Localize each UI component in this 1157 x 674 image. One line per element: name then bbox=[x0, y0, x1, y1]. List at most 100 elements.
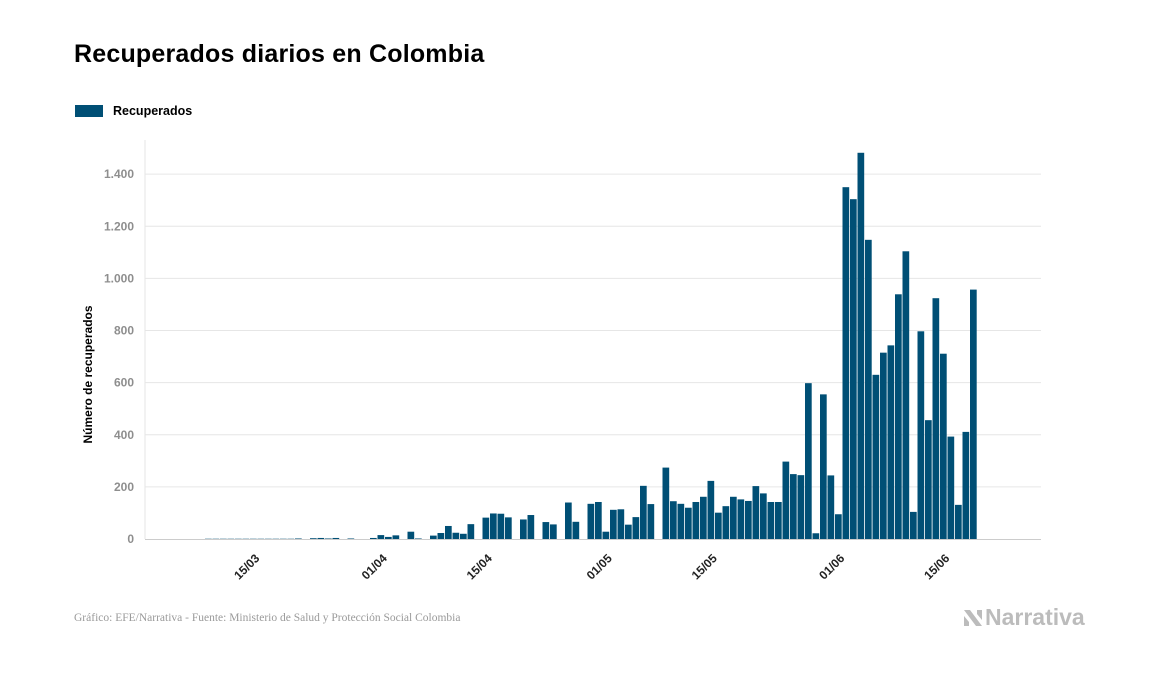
bar bbox=[430, 535, 437, 539]
bar bbox=[857, 152, 865, 540]
bar bbox=[940, 353, 947, 539]
bar bbox=[835, 514, 842, 539]
bar bbox=[310, 538, 317, 540]
bar bbox=[347, 538, 355, 540]
bar bbox=[722, 506, 730, 539]
bar bbox=[550, 524, 557, 539]
y-tick-label: 200 bbox=[114, 480, 134, 494]
bar bbox=[902, 251, 910, 540]
bar bbox=[617, 509, 625, 539]
bar bbox=[482, 517, 490, 539]
y-tick-label: 600 bbox=[114, 376, 134, 390]
bar bbox=[565, 502, 572, 539]
source-credit: Gráfico: EFE/Narrativa - Fuente: Ministe… bbox=[74, 612, 461, 624]
brand-name: Narrativa bbox=[985, 604, 1085, 630]
bar bbox=[790, 474, 797, 539]
bar bbox=[775, 501, 782, 539]
bar bbox=[445, 525, 452, 539]
y-tick-label: 1.400 bbox=[104, 167, 134, 181]
y-tick-label: 400 bbox=[114, 428, 134, 442]
bar bbox=[460, 533, 467, 539]
bar bbox=[947, 436, 955, 539]
bar bbox=[782, 461, 790, 539]
bar bbox=[865, 239, 872, 539]
bar bbox=[377, 535, 385, 539]
bar bbox=[850, 199, 857, 540]
bar bbox=[415, 538, 422, 540]
bar bbox=[572, 521, 580, 539]
bar bbox=[812, 533, 820, 539]
bar bbox=[317, 537, 325, 539]
bar bbox=[917, 331, 925, 539]
chart-title: Recuperados diarios en Colombia bbox=[74, 40, 485, 68]
bar bbox=[452, 532, 460, 539]
bar bbox=[842, 187, 850, 539]
bar bbox=[610, 509, 617, 539]
bar bbox=[760, 493, 767, 539]
bar bbox=[385, 536, 392, 539]
bar bbox=[707, 480, 715, 539]
bar bbox=[737, 499, 745, 539]
x-tick-label: 15/03 bbox=[231, 551, 262, 582]
x-tick-label: 15/05 bbox=[689, 551, 720, 582]
bar bbox=[595, 501, 602, 539]
bar bbox=[880, 352, 887, 539]
bar bbox=[392, 535, 400, 539]
bar bbox=[895, 294, 902, 539]
x-tick-label: 01/06 bbox=[816, 551, 847, 582]
bar bbox=[407, 531, 415, 539]
bar bbox=[925, 420, 932, 539]
y-tick-label: 1.200 bbox=[104, 219, 134, 233]
bar bbox=[587, 503, 595, 539]
bar bbox=[962, 431, 970, 539]
bar bbox=[325, 538, 332, 540]
y-tick-label: 0 bbox=[127, 532, 134, 546]
bar bbox=[872, 374, 880, 539]
bar bbox=[490, 513, 497, 539]
bar bbox=[955, 504, 962, 539]
bar bbox=[820, 394, 827, 539]
legend: Recuperados bbox=[75, 104, 192, 118]
bar bbox=[370, 537, 377, 539]
bar bbox=[602, 531, 610, 539]
bar bbox=[542, 522, 550, 539]
bar bbox=[295, 538, 302, 540]
bar bbox=[437, 533, 445, 539]
bar bbox=[467, 524, 475, 539]
x-tick-label: 15/04 bbox=[464, 551, 495, 582]
bar bbox=[715, 512, 722, 539]
y-tick-label: 1.000 bbox=[104, 271, 134, 285]
x-tick-label: 15/06 bbox=[921, 551, 952, 582]
brand-logo: Narrativa bbox=[963, 604, 1085, 631]
bar bbox=[527, 515, 535, 539]
y-tick-label: 800 bbox=[114, 324, 134, 338]
bar bbox=[767, 501, 775, 539]
bar bbox=[932, 298, 940, 539]
bar bbox=[497, 513, 505, 539]
bar bbox=[505, 517, 512, 539]
bar bbox=[640, 485, 647, 539]
bar bbox=[887, 345, 895, 539]
bar bbox=[625, 524, 632, 539]
bar bbox=[700, 496, 707, 539]
bar bbox=[827, 475, 835, 539]
narrativa-icon bbox=[964, 609, 982, 626]
bar bbox=[677, 503, 685, 539]
bar bbox=[647, 504, 655, 539]
bar bbox=[910, 511, 917, 539]
bar bbox=[805, 383, 812, 539]
bar bbox=[662, 467, 670, 539]
x-tick-label: 01/04 bbox=[359, 551, 390, 582]
legend-label: Recuperados bbox=[113, 104, 193, 118]
bar bbox=[685, 507, 692, 539]
bar bbox=[632, 517, 640, 539]
y-axis-title: Número de recuperados bbox=[81, 305, 95, 443]
bar bbox=[797, 475, 805, 539]
bar bbox=[520, 519, 527, 539]
bar bbox=[332, 537, 340, 539]
bar bbox=[745, 500, 752, 539]
bar bbox=[730, 496, 737, 539]
bar bbox=[692, 501, 700, 539]
bar bbox=[970, 289, 977, 539]
